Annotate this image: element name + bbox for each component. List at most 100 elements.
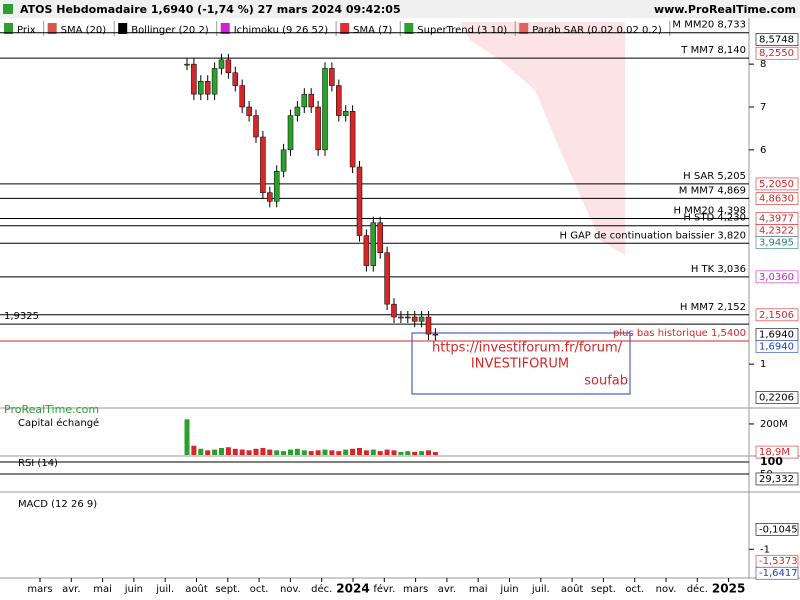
y-tick-label: -1	[760, 544, 770, 555]
annotation-box	[411, 332, 631, 395]
panel-label: Capital échangé	[18, 417, 99, 429]
panel-label: RSI (14)	[18, 458, 58, 469]
level-label: H SAR 5,205	[683, 171, 746, 182]
volume-bar	[184, 419, 190, 455]
left-label: 1,9325	[4, 311, 39, 322]
x-tick-label: avr.	[62, 584, 80, 595]
volume-bar	[246, 450, 252, 455]
price-tag-label: 0,2206	[759, 393, 794, 404]
header-title: ATOS Hebdomadaire 1,6940 (-1,74 %) 27 ma…	[20, 3, 401, 16]
price-tag	[755, 192, 799, 205]
candle-body	[336, 85, 342, 116]
legend-label: Bollinger (20 2)	[131, 25, 209, 36]
x-tick-label: nov.	[656, 584, 677, 595]
ichimoku-cloud	[460, 22, 625, 255]
x-tick-label: juil.	[155, 584, 174, 595]
y-tick-label: 7	[760, 102, 766, 113]
volume-bar	[391, 450, 397, 455]
y-tick-label: 8	[760, 59, 766, 70]
price-tag-label: 1,6940	[759, 341, 794, 352]
x-tick-label: avr.	[438, 584, 456, 595]
volume-bar	[232, 448, 238, 455]
volume-bar	[363, 450, 369, 455]
x-tick-label: sept.	[215, 584, 240, 595]
volume-bar	[315, 450, 321, 455]
price-tag	[755, 236, 799, 249]
candle-body	[308, 93, 314, 108]
candle-body	[315, 106, 321, 151]
legend-swatch	[4, 23, 13, 34]
volume-bar	[322, 449, 328, 455]
candle-body	[225, 59, 232, 73]
volume-bar	[308, 451, 314, 455]
volume-bar	[419, 451, 425, 455]
price-tag	[755, 270, 799, 284]
x-tick-label: août	[561, 583, 584, 595]
candle-body	[253, 115, 259, 138]
price-tag	[755, 472, 799, 486]
price-tag-label: 2,1506	[759, 310, 794, 321]
volume-bar	[288, 449, 293, 455]
candle-body	[287, 115, 294, 151]
level-label: H TK 3,036	[691, 264, 746, 275]
volume-bar	[412, 451, 418, 455]
x-tick-label: juil.	[531, 584, 550, 595]
annotation-text: INVESTIFORUM	[471, 357, 569, 372]
level-label: T MM7 8,140	[680, 45, 746, 56]
legend-swatch	[220, 23, 230, 34]
legend-label: Ichimoku (9 26 52)	[234, 25, 328, 36]
candle-body	[322, 68, 328, 151]
annotation-text: https://investiforum.fr/forum/	[432, 341, 623, 356]
price-tag-label: 8,2550	[759, 48, 794, 59]
price-tag	[755, 308, 799, 322]
watermark: ProRealTime.com	[4, 403, 99, 416]
volume-bar	[191, 445, 197, 455]
legend-label: SMA (20)	[61, 25, 107, 36]
legend-swatch	[118, 23, 128, 34]
legend-swatch	[519, 23, 529, 34]
annotation-text: soufab	[584, 374, 628, 389]
candle-body	[418, 316, 425, 322]
volume-bar	[377, 451, 383, 455]
x-tick-label: déc.	[311, 583, 332, 595]
volume-bar	[301, 450, 307, 455]
x-tick-label: 2024	[336, 582, 369, 596]
volume-bar	[343, 449, 349, 455]
candle-body	[356, 166, 363, 236]
legend-label: SuperTrend (3 10)	[417, 25, 507, 36]
x-tick-label: déc.	[687, 583, 708, 595]
x-tick-label: mars	[27, 584, 52, 595]
candle-body	[260, 136, 266, 193]
price-tag-label: -1,5373	[759, 556, 798, 567]
price-tag	[755, 523, 799, 536]
y-tick-label: 6	[760, 145, 766, 156]
volume-bar	[253, 448, 259, 455]
volume-bar	[267, 449, 273, 455]
legend-swatch	[47, 23, 57, 34]
volume-bar	[294, 448, 300, 455]
volume-bar	[205, 450, 211, 455]
price-tag	[755, 33, 799, 46]
x-tick-label: févr.	[373, 583, 395, 595]
candle-body	[294, 106, 301, 116]
volume-bar	[398, 451, 404, 455]
candle-body	[329, 68, 335, 86]
candle-body	[267, 192, 273, 202]
candle-body	[184, 63, 190, 66]
price-tag-label: 5,2050	[759, 179, 794, 190]
candle-body	[280, 149, 287, 172]
price-tag-label: 3,9495	[759, 238, 794, 249]
volume-bar	[198, 448, 204, 455]
y-tick-label: 100	[760, 455, 783, 468]
candle-body	[363, 235, 370, 266]
candle-body	[204, 81, 211, 95]
price-tag	[755, 391, 799, 404]
volume-bar	[426, 450, 431, 455]
x-tick-label: mai	[93, 584, 112, 595]
candle-body	[377, 222, 383, 253]
volume-bar	[432, 452, 438, 455]
volume-bar	[329, 450, 335, 455]
x-tick-label: mars	[403, 584, 428, 595]
low-label: plus bas historique 1,5400	[613, 328, 746, 339]
